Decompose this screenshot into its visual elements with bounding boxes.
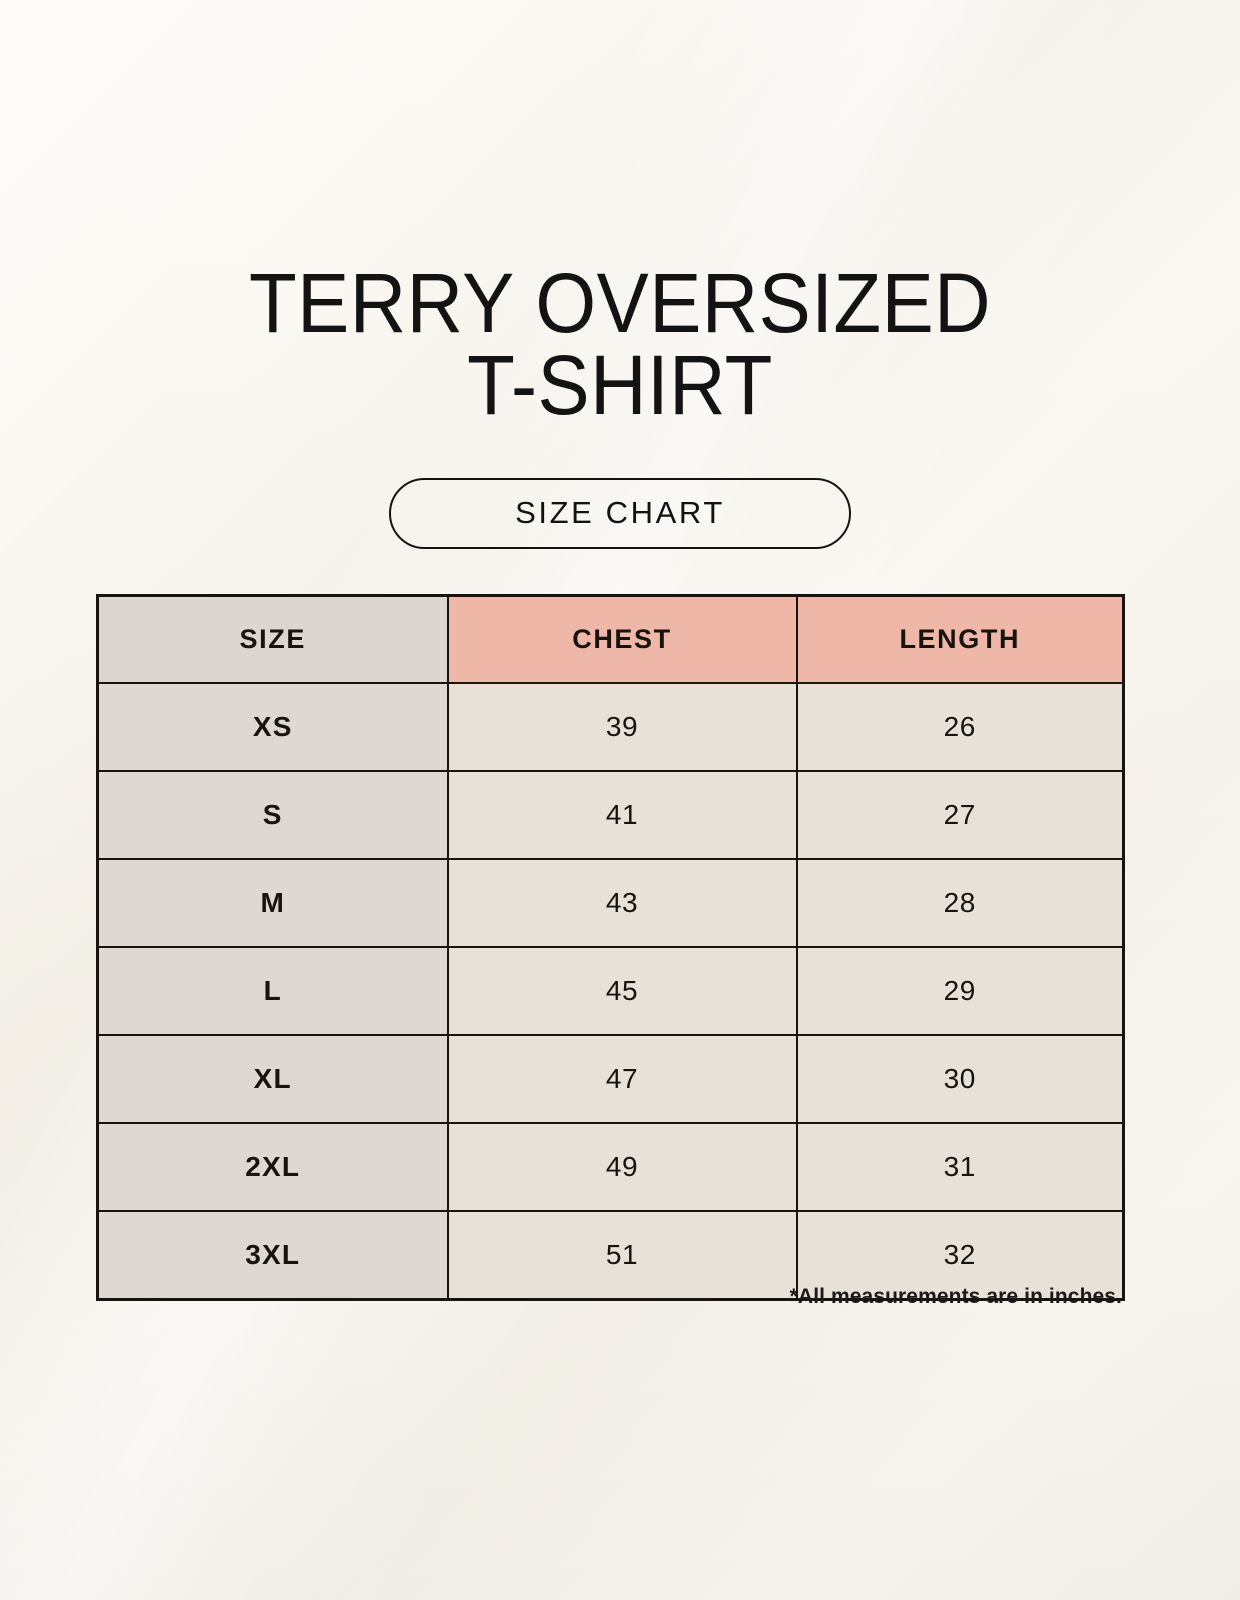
cell-size: L (96, 946, 449, 1036)
table-row: 2XL 49 31 (96, 1122, 1125, 1212)
table-row: XL 47 30 (96, 1034, 1125, 1124)
table-header: SIZE CHEST LENGTH (96, 594, 1125, 684)
cell-size: 2XL (96, 1122, 449, 1212)
table-row: XS 39 26 (96, 682, 1125, 772)
table-row: 3XL 51 32 (96, 1210, 1125, 1301)
cell-chest: 39 (446, 682, 798, 772)
cell-chest: 49 (446, 1122, 798, 1212)
cell-chest: 43 (446, 858, 798, 948)
cell-size: XL (96, 1034, 449, 1124)
cell-size: M (96, 858, 449, 948)
page-title-line-2: T-SHIRT (467, 338, 773, 432)
cell-size: 3XL (96, 1210, 449, 1301)
cell-chest: 45 (446, 946, 798, 1036)
column-header-chest: CHEST (446, 594, 798, 684)
cell-size: S (96, 770, 449, 860)
page-title: TERRY OVERSIZED T-SHIRT (0, 256, 1240, 432)
cell-size: XS (96, 682, 449, 772)
cell-length: 26 (795, 682, 1125, 772)
cell-chest: 41 (446, 770, 798, 860)
table-body: XS 39 26 S 41 27 M 43 28 L 45 29 XL 47 (96, 682, 1125, 1301)
cell-length: 28 (795, 858, 1125, 948)
page-title-line-1: TERRY OVERSIZED (248, 256, 992, 350)
size-chart-table: SIZE CHEST LENGTH XS 39 26 S 41 27 M 43 … (96, 594, 1125, 1301)
size-chart-badge: SIZE CHART (389, 478, 851, 549)
cell-length: 32 (795, 1210, 1125, 1301)
column-header-length: LENGTH (795, 594, 1125, 684)
cell-length: 27 (795, 770, 1125, 860)
size-chart-badge-wrapper: SIZE CHART (0, 478, 1240, 549)
column-header-size: SIZE (96, 594, 449, 684)
cell-length: 29 (795, 946, 1125, 1036)
measurement-note: *All measurements are in inches. (789, 1285, 1122, 1308)
cell-length: 31 (795, 1122, 1125, 1212)
cell-chest: 47 (446, 1034, 798, 1124)
table-row: M 43 28 (96, 858, 1125, 948)
table-row: S 41 27 (96, 770, 1125, 860)
cell-length: 30 (795, 1034, 1125, 1124)
cell-chest: 51 (446, 1210, 798, 1301)
table-header-row: SIZE CHEST LENGTH (96, 594, 1125, 684)
table-row: L 45 29 (96, 946, 1125, 1036)
